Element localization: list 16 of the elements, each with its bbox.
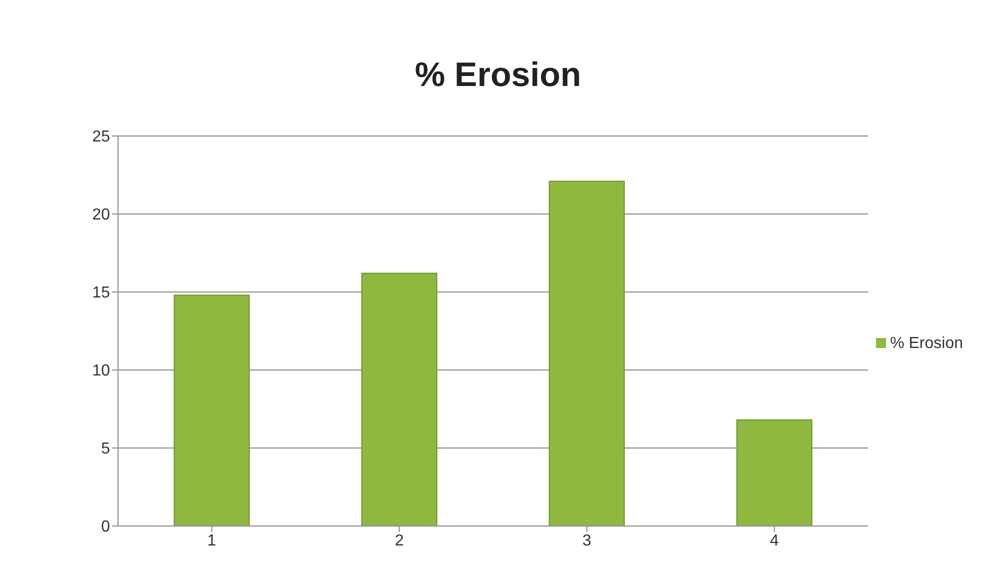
x-tick-label: 3 [582, 532, 592, 550]
y-tick-label: 5 [101, 440, 110, 458]
chart-title: % Erosion [414, 55, 582, 96]
x-tick-label: 4 [770, 532, 779, 550]
bar [736, 419, 812, 526]
bar [174, 294, 250, 526]
y-tick-label: 10 [92, 362, 110, 380]
y-tick-label: 0 [101, 518, 110, 536]
legend-label: % Erosion [890, 334, 963, 352]
x-tick-label: 2 [394, 532, 404, 550]
y-tick-label: 25 [92, 128, 110, 146]
bar [361, 272, 438, 526]
bar [548, 180, 625, 526]
y-tick-label: 15 [92, 284, 110, 302]
x-tick-label: 1 [207, 532, 216, 550]
y-tick-label: 20 [92, 206, 110, 224]
